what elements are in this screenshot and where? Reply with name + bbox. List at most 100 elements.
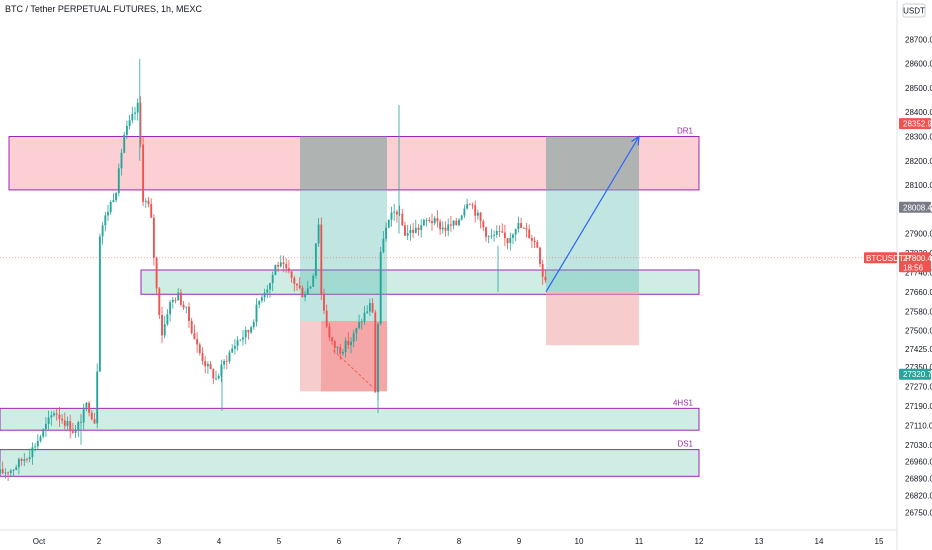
candle-body bbox=[82, 407, 85, 423]
candle-body bbox=[479, 212, 482, 222]
tag-27320 bbox=[899, 368, 931, 380]
candle-body bbox=[231, 348, 234, 353]
y-tick-label: 28400.0 bbox=[905, 108, 932, 117]
candle-body bbox=[47, 417, 50, 424]
candle-body bbox=[161, 314, 163, 336]
position-stop-0 bbox=[300, 320, 387, 392]
candle-body bbox=[290, 271, 293, 278]
candle-body bbox=[117, 168, 120, 193]
candle-body bbox=[414, 227, 417, 233]
candle-body bbox=[69, 421, 72, 432]
candle-body bbox=[252, 321, 255, 328]
candle-body bbox=[339, 347, 342, 354]
tag-27800-text: 27800.4 bbox=[903, 254, 932, 263]
candle-body bbox=[274, 264, 277, 275]
candle-body bbox=[482, 221, 485, 228]
candle-body bbox=[144, 200, 147, 202]
candle-body bbox=[112, 200, 115, 202]
y-tick-label: 28600.0 bbox=[905, 60, 932, 69]
candle-body bbox=[250, 327, 253, 333]
candle-body bbox=[131, 113, 134, 121]
candle-body bbox=[263, 292, 266, 298]
candle-body bbox=[136, 102, 139, 113]
candle-body bbox=[452, 220, 455, 226]
candle-body bbox=[528, 229, 531, 239]
candle-body bbox=[109, 201, 112, 213]
x-tick-label: Oct bbox=[33, 537, 46, 546]
x-tick-label: 5 bbox=[277, 537, 282, 546]
position-overlap-1 bbox=[546, 136, 639, 190]
y-tick-label: 27270.0 bbox=[905, 383, 932, 392]
candle-body bbox=[350, 341, 352, 346]
y-tick-label: 28700.0 bbox=[905, 35, 932, 44]
candle-body bbox=[412, 230, 415, 233]
candle-body bbox=[53, 413, 55, 416]
y-tick-label: 27110.0 bbox=[905, 421, 932, 430]
candle-body bbox=[406, 233, 409, 236]
y-tick-label: 26960.0 bbox=[905, 458, 932, 467]
candle-body bbox=[101, 225, 104, 237]
x-tick-label: 14 bbox=[815, 537, 824, 546]
y-tick-label: 27425.0 bbox=[905, 345, 932, 354]
candle-body bbox=[401, 213, 404, 226]
candle-body bbox=[115, 192, 118, 201]
candle-body bbox=[512, 234, 514, 238]
candle-body bbox=[239, 339, 242, 341]
candle-body bbox=[125, 125, 128, 135]
candle-body bbox=[417, 227, 420, 230]
candle-body bbox=[441, 227, 444, 230]
zone-mid-demand bbox=[140, 269, 700, 295]
candle-body bbox=[323, 294, 325, 311]
candle-body bbox=[471, 204, 474, 206]
tag-28008 bbox=[899, 201, 931, 213]
tag-28352 bbox=[899, 118, 931, 130]
candle-body bbox=[233, 345, 236, 349]
candle-body bbox=[34, 446, 37, 448]
candle-body bbox=[142, 144, 145, 202]
y-tick-label: 27740.0 bbox=[905, 268, 932, 277]
candle-body bbox=[387, 219, 390, 228]
candle-body bbox=[385, 227, 388, 239]
candle-body bbox=[188, 306, 190, 321]
x-tick-label: 11 bbox=[635, 537, 644, 546]
candle-body bbox=[282, 262, 285, 265]
candle-body bbox=[501, 231, 504, 233]
candle-body bbox=[242, 337, 244, 340]
candle-body bbox=[63, 420, 66, 426]
candle-body bbox=[506, 238, 509, 244]
candle-body bbox=[485, 227, 487, 237]
candle-body bbox=[17, 459, 20, 468]
candle-body bbox=[368, 303, 371, 312]
candle-body bbox=[333, 341, 336, 348]
chart-title: BTC / Tether PERPETUAL FUTURES, 1h, MEXC bbox=[5, 4, 203, 14]
candle-body bbox=[420, 225, 423, 230]
candle-body bbox=[425, 220, 428, 221]
candle-body bbox=[42, 429, 45, 437]
y-tick-label: 27030.0 bbox=[905, 441, 932, 450]
candle-body bbox=[314, 243, 317, 276]
candle-body bbox=[171, 299, 174, 303]
candle-body bbox=[120, 152, 123, 169]
candle-body bbox=[352, 333, 355, 342]
candle-body bbox=[277, 264, 280, 267]
tag-27320-text: 27320.7 bbox=[903, 370, 932, 379]
position-target-0 bbox=[300, 136, 387, 321]
candle-body bbox=[204, 361, 207, 367]
candle-body bbox=[393, 211, 396, 213]
candle-body bbox=[155, 257, 158, 289]
candle-body bbox=[525, 228, 528, 230]
candle-body bbox=[223, 360, 226, 365]
candle-body bbox=[258, 300, 261, 305]
candle-body bbox=[85, 402, 88, 408]
x-tick-label: 13 bbox=[755, 537, 764, 546]
candle-body bbox=[439, 221, 442, 230]
candle-body bbox=[36, 440, 39, 447]
candle-body bbox=[20, 459, 23, 462]
price-axis-bg bbox=[897, 0, 932, 550]
candle-body bbox=[61, 418, 64, 421]
candle-body bbox=[433, 218, 436, 224]
candle-body bbox=[247, 329, 250, 333]
candle-body bbox=[0, 469, 1, 474]
tag-28008-text: 28008.4 bbox=[903, 203, 932, 212]
